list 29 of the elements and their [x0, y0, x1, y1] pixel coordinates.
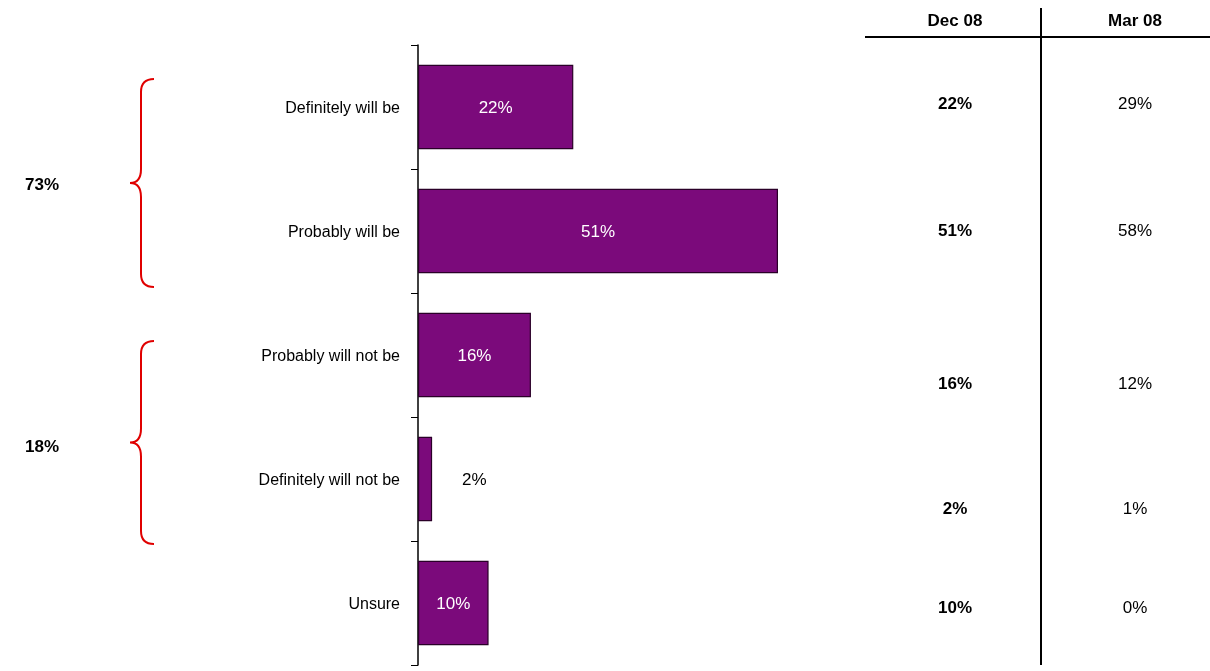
data-label: 10%	[436, 593, 471, 613]
bar	[418, 560, 489, 646]
data-label: 22%	[937, 93, 973, 113]
text: Dec 08	[927, 10, 983, 30]
data-label: 51%	[580, 221, 616, 241]
data-label: 10%	[937, 597, 973, 617]
y-tick-label: Probably will be	[287, 222, 401, 240]
data-label: 2%	[462, 469, 487, 489]
data-label: 51%	[937, 220, 973, 240]
bar	[418, 312, 531, 398]
y-tick-label: Probably will not be	[261, 346, 401, 364]
data-label: 16%	[457, 345, 492, 365]
text: 18%	[24, 437, 60, 457]
text: 73%	[24, 175, 60, 195]
data-label: 16%	[937, 373, 973, 393]
data-label: 0%	[1122, 597, 1148, 617]
text: Mar 08	[1108, 10, 1162, 30]
data-label: 12%	[1117, 373, 1153, 393]
bar	[418, 188, 778, 274]
y-tick-label: Definitely will be	[285, 98, 401, 116]
bar	[418, 64, 574, 150]
data-label: 22%	[478, 97, 513, 117]
data-label: 2%	[942, 498, 968, 518]
y-tick-label: Definitely will not be	[258, 470, 401, 488]
data-label: 29%	[1117, 93, 1153, 113]
bar	[418, 436, 433, 522]
data-label: 1%	[1122, 498, 1148, 518]
y-tick-label: Unsure	[348, 594, 401, 612]
data-label: 58%	[1117, 220, 1153, 240]
